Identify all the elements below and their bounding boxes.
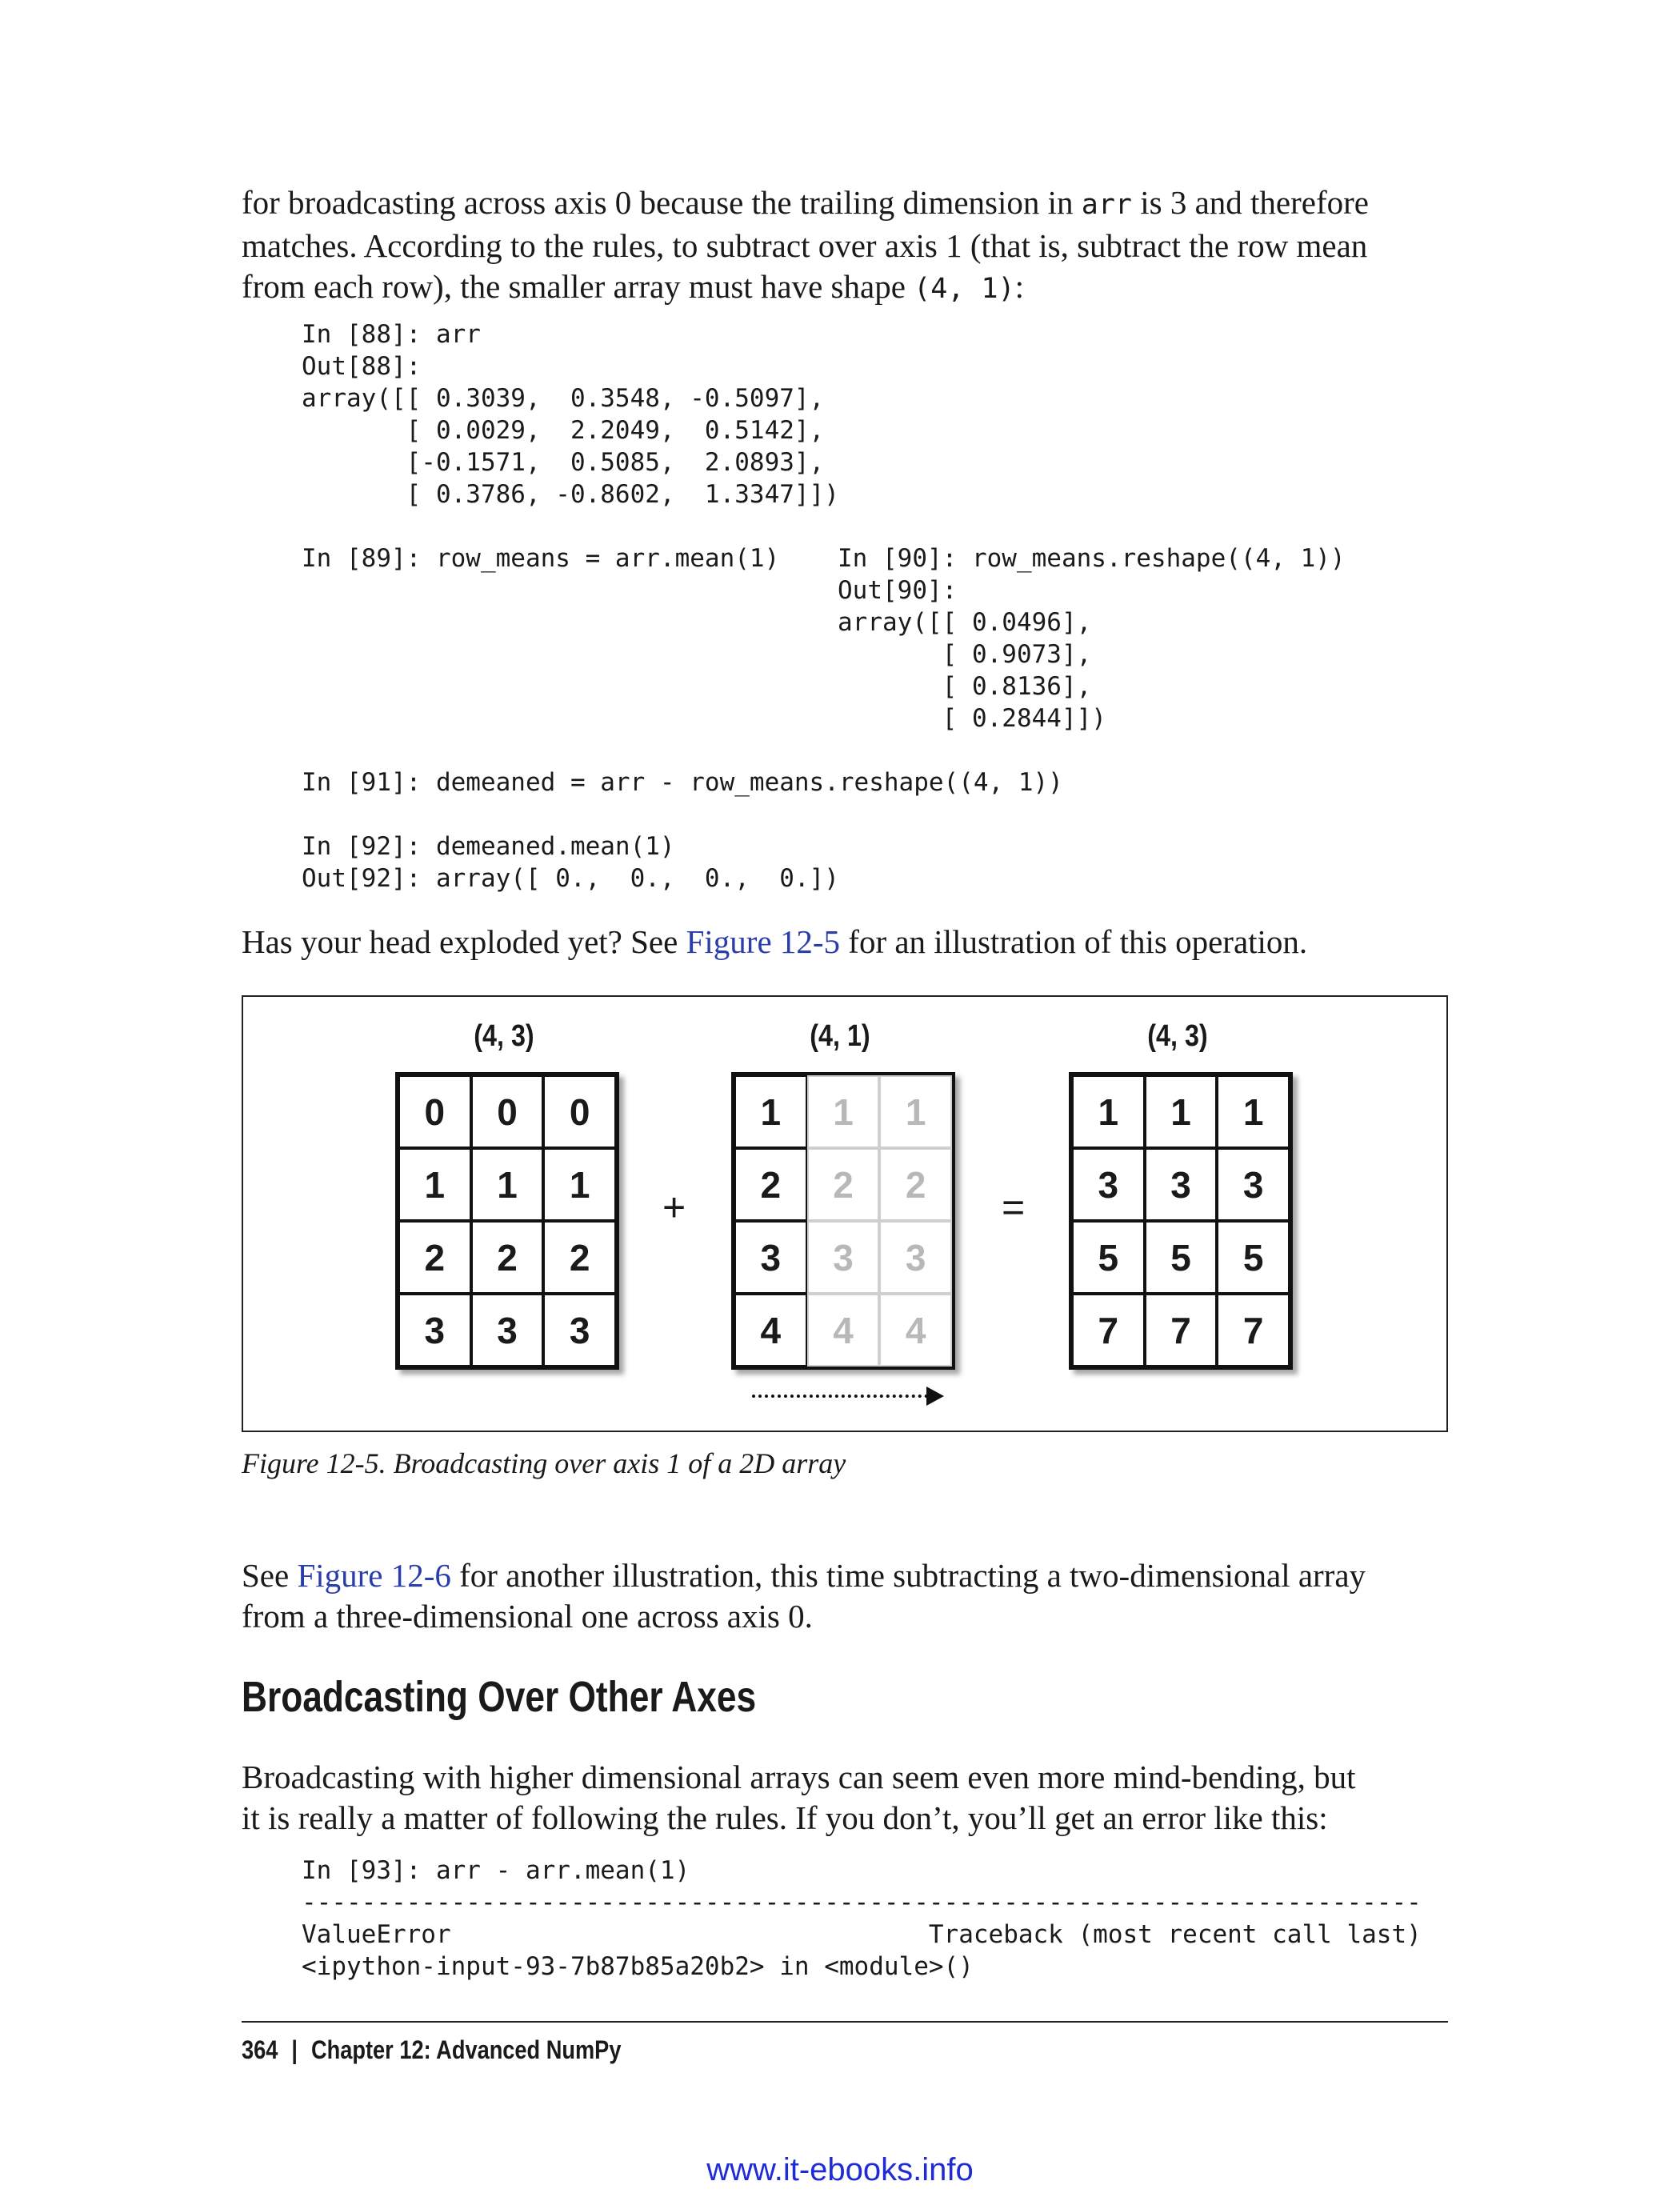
code-line: <ipython-input-93-7b87b85a20b2> in <modu… [302,1952,974,1981]
head-exploded-paragraph: Has your head exploded yet? See Figure 1… [242,923,1308,960]
code-block-reshape: In [90]: row_means.reshape((4, 1)) Out[90… [838,542,1346,734]
code-block-demeaned: In [91]: demeaned = arr - row_means.resh… [302,766,1063,894]
grid-cell: 5 [1072,1221,1145,1294]
section-heading: Broadcasting Over Other Axes [242,1673,757,1721]
grid-cell: 2 [734,1148,807,1221]
grid-cell-broadcast: 1 [879,1075,952,1148]
plus-operator: + [662,1185,686,1230]
grid-cell: 3 [1217,1148,1290,1221]
chapter-title: Chapter 12: Advanced NumPy [310,2035,622,2064]
figure-12-5-frame [242,995,1448,1432]
grid-cell: 3 [398,1294,471,1367]
grid-cell: 2 [543,1221,616,1294]
grid-cell-broadcast: 1 [806,1075,880,1148]
code-line: array([[ 0.0496], [838,608,1092,637]
code-block-arr: In [88]: arr Out[88]: array([[ 0.3039, 0.3… [302,318,839,510]
code-block-row-means: In [89]: row_means = arr.mean(1) [302,542,779,574]
grid-1-shape-label: (4, 3) [474,1019,534,1053]
grid-cell: 3 [543,1294,616,1367]
footer-separator: | [291,2035,298,2064]
page-number: 364 [242,2035,278,2064]
code-line [302,798,1063,830]
grid-cell: 7 [1144,1294,1218,1367]
inline-code-arr: arr [1081,189,1132,221]
grid-cell-broadcast: 3 [806,1221,880,1294]
broadcast-arrow-icon [926,1387,944,1406]
broadcast-arrow-line [752,1395,928,1398]
code-line: [ 0.2844]]) [838,704,1106,733]
intro-paragraph: for broadcasting across axis 0 because t… [242,184,1369,305]
grid-cell: 7 [1217,1294,1290,1367]
grid-cell: 0 [470,1075,544,1148]
figure-12-6-paragraph: See Figure 12-6 for another illustration… [242,1557,1366,1635]
grid-1: 0 0 0 1 1 1 2 2 2 3 3 3 [395,1072,619,1370]
grid-cell: 1 [470,1148,544,1221]
code-line: In [90]: row_means.reshape((4, 1)) [838,544,1346,573]
grid-cell: 2 [398,1221,471,1294]
code-line: In [91]: demeaned = arr - row_means.resh… [302,768,1063,797]
grid-cell: 1 [1144,1075,1218,1148]
grid-cell: 1 [1217,1075,1290,1148]
inline-code-shape: (4, 1) [914,273,1015,305]
grid-cell: 5 [1144,1221,1218,1294]
code-line: array([[ 0.3039, 0.3548, -0.5097], [302,384,825,413]
code-line: In [88]: arr [302,320,481,349]
code-line: Out[90]: [838,576,958,605]
grid-cell: 4 [734,1294,807,1367]
grid-cell: 0 [543,1075,616,1148]
grid-cell: 3 [470,1294,544,1367]
grid-3-shape-label: (4, 3) [1147,1019,1208,1053]
figure-12-6-link[interactable]: Figure 12-6 [297,1557,451,1594]
figure-caption: Figure 12-5. Broadcasting over axis 1 of… [242,1447,846,1479]
grid-cell: 7 [1072,1294,1145,1367]
grid-cell-broadcast: 4 [879,1294,952,1367]
grid-2-shape-label: (4, 1) [810,1019,870,1053]
grid-cell: 1 [734,1075,807,1148]
grid-cell: 5 [1217,1221,1290,1294]
grid-cell: 3 [734,1221,807,1294]
code-line: Out[88]: [302,352,422,381]
code-line: In [89]: row_means = arr.mean(1) [302,544,780,573]
grid-cell: 2 [470,1221,544,1294]
grid-cell-broadcast: 3 [879,1221,952,1294]
code-line: [ 0.9073], [838,640,1092,669]
code-line: [ 0.3786, -0.8602, 1.3347]]) [302,480,839,509]
figure-12-5-link[interactable]: Figure 12-5 [686,923,841,960]
code-block-error: In [93]: arr - arr.mean(1) --------------… [302,1855,1422,1983]
equals-operator: = [1002,1185,1026,1230]
grid-2: 1 1 1 2 2 2 3 3 3 4 4 4 [731,1072,955,1370]
grid-cell: 1 [398,1148,471,1221]
code-line: Out[92]: array([ 0., 0., 0., 0.]) [302,864,839,893]
code-line: ----------------------------------------… [302,1888,1422,1917]
grid-cell-broadcast: 2 [879,1148,952,1221]
code-line: In [93]: arr - arr.mean(1) [302,1856,690,1885]
code-line: [ 0.8136], [838,672,1092,701]
grid-cell: 3 [1072,1148,1145,1221]
watermark-link[interactable]: www.it-ebooks.info [706,2152,974,2187]
grid-cell: 0 [398,1075,471,1148]
other-axes-paragraph: Broadcasting with higher dimensional arr… [242,1759,1356,1836]
code-line: In [92]: demeaned.mean(1) [302,832,675,861]
code-line: [ 0.0029, 2.2049, 0.5142], [302,416,825,445]
grid-3: 1 1 1 3 3 3 5 5 5 7 7 7 [1069,1072,1293,1370]
code-line: ValueError Traceback (most recent call l… [302,1920,1422,1949]
footer-rule [242,2021,1448,2023]
grid-cell: 1 [1072,1075,1145,1148]
page-footer: 364 | Chapter 12: Advanced NumPy [242,2035,621,2065]
code-line: [-0.1571, 0.5085, 2.0893], [302,448,825,477]
grid-cell-broadcast: 4 [806,1294,880,1367]
grid-cell-broadcast: 2 [806,1148,880,1221]
grid-cell: 3 [1144,1148,1218,1221]
grid-cell: 1 [543,1148,616,1221]
